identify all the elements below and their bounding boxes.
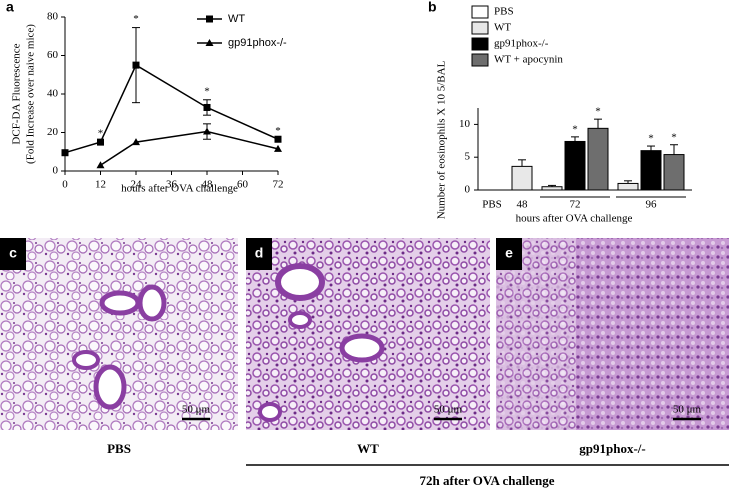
airway	[275, 263, 325, 301]
scale-bar-label: 50 μm	[434, 404, 463, 416]
legend-label: gp91phox-/-	[228, 37, 287, 49]
marker	[274, 135, 282, 143]
panel-label-box	[246, 238, 272, 270]
marker	[132, 61, 140, 69]
y-axis-label: Number of eosinophils X 10 5/BAL	[436, 60, 448, 219]
x-tick-label: 60	[237, 179, 249, 191]
x-tick-label: 36	[166, 179, 178, 191]
airway	[72, 350, 100, 370]
legend-swatch	[471, 37, 489, 51]
panel-label: c	[9, 245, 17, 261]
y-tick-label: 80	[47, 11, 59, 23]
star: *	[648, 133, 654, 145]
group-caption: 72h after OVA challenge	[420, 473, 555, 488]
y-tick-label: 20	[47, 126, 59, 138]
airway	[258, 402, 282, 422]
legend-label: gp91phox-/-	[494, 38, 549, 50]
star: *	[275, 125, 281, 137]
series-line	[100, 130, 279, 166]
caption: gp91phox-/-	[579, 441, 645, 456]
x-tick-label: 72	[273, 179, 284, 191]
caption: PBS	[107, 441, 131, 456]
legend-swatch	[471, 53, 489, 67]
marker	[274, 144, 282, 152]
star: *	[98, 128, 104, 140]
legend-marker	[206, 15, 213, 23]
x-tick-label: 0	[62, 179, 68, 191]
legend-label: WT + apocynin	[494, 54, 563, 66]
x-tick-label: 72	[570, 199, 581, 211]
legend-marker	[205, 39, 214, 46]
legend-label: WT	[494, 22, 511, 34]
panel-label-box	[496, 238, 522, 270]
panel-label: e	[505, 245, 513, 261]
panel-label-box	[0, 238, 26, 270]
bar	[541, 186, 563, 191]
scale-bar-label: 50 μm	[673, 404, 702, 416]
x-tick-label: 48	[202, 179, 214, 191]
x-tick-label: 12	[95, 179, 106, 191]
bar	[617, 182, 639, 191]
legend-swatch	[471, 21, 489, 35]
airway	[137, 284, 167, 322]
star: *	[572, 123, 578, 135]
bar	[564, 140, 586, 191]
airway	[99, 290, 141, 316]
caption: WT	[357, 441, 379, 456]
x-tick-label: 24	[131, 179, 143, 191]
legend-label: WT	[228, 13, 245, 25]
panel-label: a	[6, 0, 14, 15]
y-tick-label: 60	[47, 49, 59, 61]
bar	[511, 165, 533, 191]
micrograph-panels: 72h after OVA challenge	[0, 238, 729, 488]
x-tick-label: 96	[646, 199, 658, 211]
airway	[93, 364, 127, 410]
airway	[339, 333, 385, 363]
bar	[587, 127, 609, 191]
y-tick-label: 0	[53, 165, 59, 177]
panel-label: d	[255, 245, 264, 261]
star: *	[204, 85, 210, 97]
y-axis-label: (Fold Increase over naive mice)	[25, 24, 37, 164]
x-axis-label: hours after OVA challenge	[121, 183, 238, 195]
airway	[288, 311, 312, 329]
star: *	[133, 13, 139, 25]
star: *	[671, 131, 677, 143]
bar	[663, 154, 685, 191]
panel-label: b	[428, 0, 437, 15]
marker	[203, 127, 211, 135]
x-tick-label: 48	[517, 199, 529, 211]
legend-label: PBS	[494, 6, 514, 18]
y-tick-label: 10	[459, 118, 471, 130]
y-tick-label: 5	[465, 151, 471, 163]
legend-swatch	[471, 5, 489, 19]
y-axis-label: DCF-DA Fluorescence	[11, 43, 23, 144]
bar	[640, 150, 662, 191]
x-tick-label: PBS	[482, 199, 502, 211]
star: *	[595, 106, 601, 118]
marker	[97, 138, 104, 146]
y-tick-label: 0	[465, 184, 471, 196]
y-tick-label: 40	[47, 88, 59, 100]
marker	[61, 149, 69, 157]
marker	[132, 138, 140, 146]
marker	[96, 161, 105, 169]
x-axis-label: hours after OVA challenge	[516, 213, 633, 225]
scale-bar-label: 50 μm	[182, 404, 211, 416]
marker	[203, 103, 211, 111]
